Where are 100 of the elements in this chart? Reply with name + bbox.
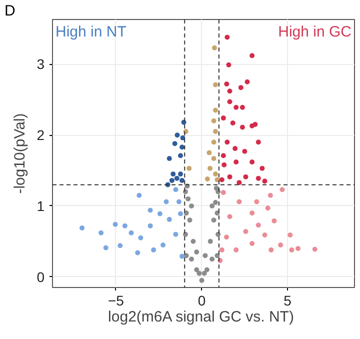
point xyxy=(250,160,255,165)
point xyxy=(188,256,194,262)
point xyxy=(227,88,232,94)
point xyxy=(211,140,216,145)
point xyxy=(196,270,202,276)
point xyxy=(265,206,270,211)
point xyxy=(211,218,216,223)
point xyxy=(268,247,274,252)
point xyxy=(256,176,261,181)
point xyxy=(136,192,142,198)
point xyxy=(256,222,261,228)
point xyxy=(128,230,134,236)
point xyxy=(206,150,212,156)
point xyxy=(80,225,85,230)
x-tick-label: 0 xyxy=(198,292,206,308)
point xyxy=(254,199,260,204)
point xyxy=(213,172,218,177)
point xyxy=(243,174,248,180)
point xyxy=(232,146,238,152)
point xyxy=(210,256,215,262)
point xyxy=(186,196,191,202)
point xyxy=(214,186,219,191)
x-axis-title: log2(m6A signal GC vs. NT) xyxy=(108,308,294,326)
y-tick-label: 2 xyxy=(36,127,45,144)
point xyxy=(262,232,268,238)
point xyxy=(211,118,216,124)
point xyxy=(151,247,156,252)
x-tick-label: −5 xyxy=(108,292,124,308)
point xyxy=(216,232,221,237)
point xyxy=(174,132,180,138)
point xyxy=(214,210,220,216)
point xyxy=(176,199,182,204)
point xyxy=(272,218,277,224)
point xyxy=(180,135,186,140)
point xyxy=(238,85,244,90)
point xyxy=(184,253,189,258)
point xyxy=(210,203,215,208)
point xyxy=(166,216,172,222)
point xyxy=(173,187,178,192)
point xyxy=(244,79,250,84)
y-axis-title: -log10(pVal) xyxy=(12,113,29,194)
point xyxy=(184,210,189,216)
point xyxy=(194,267,200,272)
point xyxy=(135,250,140,256)
point xyxy=(288,232,293,238)
point xyxy=(178,153,184,158)
point xyxy=(250,210,255,216)
point xyxy=(211,156,216,161)
point xyxy=(224,34,230,40)
point xyxy=(202,270,207,276)
point xyxy=(214,253,220,258)
point xyxy=(98,230,104,236)
point xyxy=(160,242,166,248)
point xyxy=(212,45,217,50)
point xyxy=(240,124,245,130)
y-tick-label: 1 xyxy=(36,198,45,214)
point xyxy=(219,177,224,182)
point xyxy=(262,178,268,184)
point xyxy=(103,245,108,250)
point xyxy=(234,247,239,252)
point xyxy=(202,253,208,258)
point xyxy=(164,199,169,204)
point xyxy=(242,148,248,154)
point xyxy=(220,190,226,195)
point xyxy=(312,246,318,252)
point xyxy=(186,166,192,171)
x-tick-label: 5 xyxy=(284,292,292,308)
annotation: High in NT xyxy=(56,24,126,40)
point xyxy=(278,242,284,248)
point xyxy=(112,222,118,227)
point xyxy=(260,166,265,171)
point xyxy=(208,166,213,171)
point xyxy=(194,250,200,255)
point xyxy=(190,238,196,244)
point xyxy=(183,129,188,134)
point xyxy=(213,108,218,113)
point xyxy=(208,238,213,244)
point xyxy=(243,228,248,234)
point xyxy=(166,156,172,161)
point xyxy=(118,243,123,248)
point xyxy=(180,254,185,259)
point xyxy=(220,116,226,121)
text: D xyxy=(4,2,16,20)
point xyxy=(256,140,261,145)
point xyxy=(180,178,185,183)
y-tick-label: 0 xyxy=(36,268,45,285)
point xyxy=(224,140,230,145)
point xyxy=(250,53,255,58)
point xyxy=(204,267,210,272)
point xyxy=(222,162,227,168)
y-tick-label: 3 xyxy=(36,56,45,72)
point xyxy=(280,187,285,192)
point xyxy=(227,214,232,220)
point xyxy=(138,235,144,240)
point xyxy=(122,223,128,228)
point xyxy=(148,208,153,213)
point xyxy=(227,99,232,104)
point xyxy=(173,232,178,237)
point xyxy=(219,247,224,252)
point xyxy=(169,178,174,183)
